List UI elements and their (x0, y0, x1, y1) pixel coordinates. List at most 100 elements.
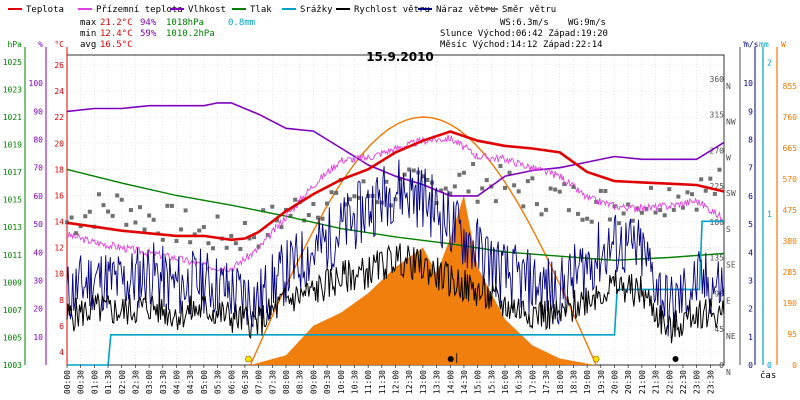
x-tick-label: 00:00 (63, 370, 72, 394)
series-wind-direction-point (530, 176, 535, 181)
wind-speed-max: WS:6.3m/s (500, 18, 549, 28)
axis-w-tick: 665 (783, 144, 798, 153)
series-wind-direction-point (699, 177, 704, 182)
x-tick-label: 03:30 (159, 370, 168, 394)
series-wind-direction-point (452, 184, 457, 189)
stats-block: max 21.2°C 94% 1018hPa 0.8mm min 12.4°C … (80, 18, 255, 50)
max-press: 1018hPa (166, 18, 204, 28)
series-wind-direction-point (211, 246, 215, 251)
axis-hpa-tick: 1013 (3, 223, 22, 232)
series-wind-direction-point (110, 213, 115, 218)
axis-hpa-tick: 1023 (3, 85, 22, 94)
axis-temp-tick: 18 (54, 165, 64, 174)
x-tick-label: 03:00 (145, 370, 154, 394)
axis-w-tick: 475 (783, 206, 798, 215)
x-tick-label: 04:00 (173, 370, 182, 394)
x-tick-label: 16:30 (515, 370, 524, 394)
series-layer (65, 102, 725, 366)
axis-hpa-tick: 1009 (3, 278, 22, 287)
x-tick-label: 11:00 (364, 370, 373, 394)
series-wind-direction-point (179, 227, 184, 232)
series-wind-direction-point (480, 186, 485, 191)
x-tick-label: 13:30 (433, 370, 442, 394)
axis-temp-tick: 26 (54, 61, 64, 70)
series-wind-direction-point (407, 167, 412, 172)
series-wind-direction-point (690, 192, 695, 197)
avg-temp: 16.5°C (100, 40, 133, 50)
axis-w-tick: 380 (783, 237, 798, 246)
axis-temp-tick: 22 (54, 113, 64, 122)
axis-w: W 0 95 190 285 380 475 570 665 760 855 (776, 40, 798, 370)
x-tick-label: 19:00 (583, 370, 592, 394)
series-wind-direction-point (694, 207, 699, 212)
series-wind-direction-point (379, 200, 384, 205)
axis-temp-tick: 10 (54, 270, 64, 279)
series-wind-direction-point (580, 217, 585, 222)
series-wind-direction-point (708, 176, 713, 181)
series-wind-direction-point (630, 218, 635, 223)
series-wind-direction-point (607, 217, 612, 222)
axis-ms-tick: 9 (748, 107, 753, 116)
x-tick-label: 07:30 (268, 370, 277, 394)
astro-markers (245, 353, 679, 363)
x-axis-label: čas (760, 370, 776, 381)
sunset-icon (592, 355, 600, 363)
x-tick-label: 01:30 (104, 370, 113, 394)
x-tick-label: 21:30 (652, 370, 661, 394)
series-wind-direction-point (420, 174, 425, 179)
series-wind-direction-point (329, 190, 334, 195)
axis-dir-name: SE (726, 261, 736, 270)
series-wind-direction-point (493, 199, 498, 204)
axis-dir-tick: 270 (710, 146, 725, 155)
axis-pct-tick: 30 (33, 276, 43, 285)
chart-title: 15.9.2010 (366, 50, 434, 64)
series-wind-direction-point (96, 192, 101, 197)
series-wind-direction-point (384, 179, 389, 184)
series-wind-direction-point (352, 194, 357, 199)
series-wind-direction-point (562, 182, 567, 187)
legend-item-6: Náraz větru (418, 5, 496, 15)
series-wind-direction-point (576, 211, 580, 216)
series-wind-direction-point (142, 227, 147, 232)
legend-item-4: Srážky (282, 5, 333, 15)
series-wind-direction-point (475, 199, 480, 204)
series-wind-direction-point (311, 202, 316, 207)
axis-hpa-tick: 1021 (3, 113, 22, 122)
legend-label: Tlak (250, 5, 272, 15)
x-tick-label: 15:30 (487, 370, 496, 394)
axis-hpa: hPa 1003 1005 1007 1009 1011 1013 1015 1017 1019 1… (3, 40, 26, 370)
axis-dir-tick: 45 (714, 325, 724, 334)
legend-label: Srážky (300, 5, 333, 15)
legend-item-7: Směr větru (484, 5, 556, 15)
series-wind-direction-point (516, 189, 521, 194)
series-wind-direction-point (87, 209, 92, 214)
series-wind-direction-point (138, 205, 142, 210)
series-wind-direction-point (553, 187, 558, 192)
axis-ms-tick: 5 (748, 220, 753, 229)
axis-mm-tick: 2 (767, 59, 772, 68)
series-wind-direction-point (78, 224, 83, 229)
x-tick-label: 09:00 (309, 370, 318, 394)
series-wind-direction-point (151, 217, 156, 222)
axis-w-tick: 95 (787, 330, 797, 339)
series-wind-direction-point (325, 201, 330, 206)
series-wind-direction-point (306, 213, 311, 218)
axis-temp-tick: 20 (54, 139, 64, 148)
series-sun-arc (249, 116, 597, 366)
precip-total: 0.8mm (228, 18, 255, 28)
series-ground-temperature (66, 134, 725, 273)
max-hum: 94% (140, 18, 157, 28)
axis-pct-tick: 80 (33, 136, 43, 145)
axis-pct-tick: 20 (33, 305, 43, 314)
axis-w-tick: 855 (783, 82, 798, 91)
axis-dir-name: NW (726, 118, 736, 127)
axis-pct-tick: 70 (33, 164, 43, 173)
axis-ms-tick: 6 (748, 192, 753, 201)
series-wind-direction-point (585, 216, 590, 221)
axis-pct-label: % (38, 40, 43, 49)
x-tick-label: 00:30 (77, 370, 86, 394)
x-tick-label: 10:30 (350, 370, 359, 394)
x-tick-label: 13:00 (419, 370, 428, 394)
series-wind-direction-point (252, 235, 257, 240)
